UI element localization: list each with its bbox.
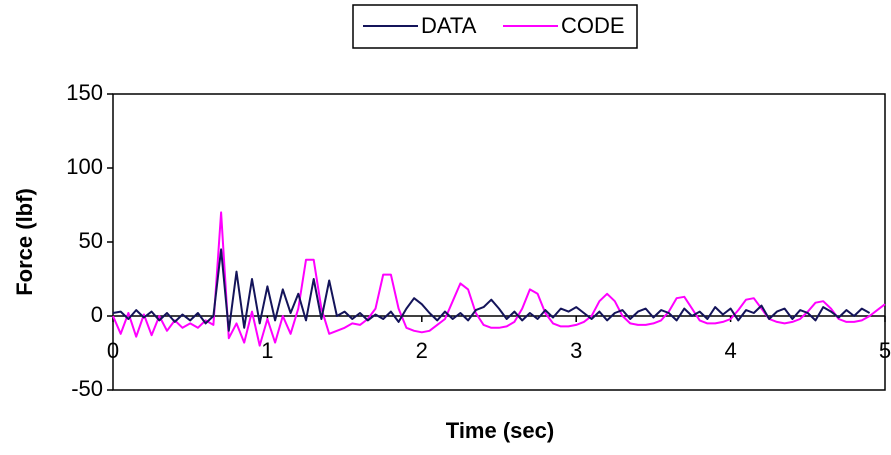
x-tick-label: 2	[416, 338, 428, 363]
legend-label: DATA	[421, 13, 477, 38]
x-axis-label: Time (sec)	[446, 418, 554, 443]
y-tick-label: 100	[66, 154, 103, 179]
series-line	[112, 211, 886, 347]
y-tick-label: 150	[66, 80, 103, 105]
y-tick-label: -50	[71, 376, 103, 401]
plot-area	[112, 93, 886, 391]
x-tick-label: 5	[879, 338, 891, 363]
x-tick-label: 1	[261, 338, 273, 363]
x-tick-label: 4	[724, 338, 736, 363]
y-tick-label: 0	[91, 302, 103, 327]
y-axis-label: Force (lbf)	[12, 188, 37, 296]
x-tick-label: 3	[570, 338, 582, 363]
y-tick-label: 50	[79, 228, 103, 253]
series-line	[112, 248, 871, 332]
x-tick-label: 0	[107, 338, 119, 363]
legend-label: CODE	[561, 13, 625, 38]
